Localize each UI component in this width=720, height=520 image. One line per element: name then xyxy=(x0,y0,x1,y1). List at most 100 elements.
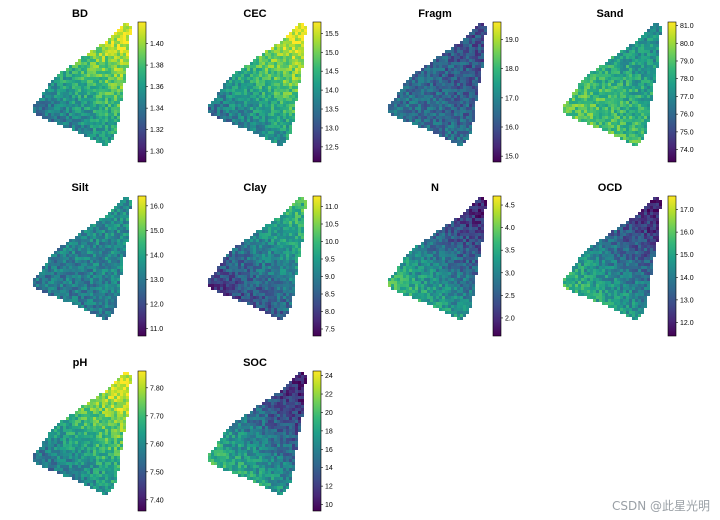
raster-cell xyxy=(117,80,120,83)
raster-cell xyxy=(39,113,42,116)
raster-cell xyxy=(445,92,448,95)
raster-cell xyxy=(448,233,451,236)
raster-cell xyxy=(271,314,274,317)
raster-cell xyxy=(93,227,96,230)
raster-cell xyxy=(418,257,421,260)
raster-cell xyxy=(117,32,120,35)
raster-cell xyxy=(111,110,114,113)
raster-cell xyxy=(289,131,292,134)
raster-cell xyxy=(253,272,256,275)
raster-cell xyxy=(418,269,421,272)
raster-cell xyxy=(418,104,421,107)
raster-cell xyxy=(87,299,90,302)
raster-cell xyxy=(451,236,454,239)
raster-cell xyxy=(241,98,244,101)
raster-cell xyxy=(424,257,427,260)
raster-cell xyxy=(274,314,277,317)
raster-cell xyxy=(439,71,442,74)
raster-cell xyxy=(298,29,301,32)
raster-cell xyxy=(629,119,632,122)
raster-cell xyxy=(105,125,108,128)
raster-cell xyxy=(220,110,223,113)
raster-cell xyxy=(93,71,96,74)
raster-cell xyxy=(220,269,223,272)
raster-cell xyxy=(403,104,406,107)
raster-cell xyxy=(120,80,123,83)
raster-cell xyxy=(84,278,87,281)
raster-cell xyxy=(105,305,108,308)
raster-cell xyxy=(626,59,629,62)
raster-cell xyxy=(457,122,460,125)
raster-cell xyxy=(87,230,90,233)
raster-cell xyxy=(472,236,475,239)
raster-cell xyxy=(412,86,415,89)
raster-cell xyxy=(111,89,114,92)
raster-cell xyxy=(614,101,617,104)
raster-cell xyxy=(274,254,277,257)
raster-cell xyxy=(478,206,481,209)
raster-cell xyxy=(253,284,256,287)
raster-cell xyxy=(466,68,469,71)
raster-cell xyxy=(105,122,108,125)
raster-cell xyxy=(608,98,611,101)
raster-cell xyxy=(253,263,256,266)
raster-cell xyxy=(427,254,430,257)
raster-cell xyxy=(102,140,105,143)
raster-cell xyxy=(292,104,295,107)
raster-cell xyxy=(391,104,394,107)
raster-cell xyxy=(223,278,226,281)
raster-cell xyxy=(223,119,226,122)
raster-cell xyxy=(460,254,463,257)
raster-cell xyxy=(424,101,427,104)
raster-cell xyxy=(605,74,608,77)
raster-cell xyxy=(114,92,117,95)
raster-cell xyxy=(653,80,656,83)
raster-cell xyxy=(253,278,256,281)
raster-cell xyxy=(256,278,259,281)
raster-cell xyxy=(280,56,283,59)
raster-cell xyxy=(51,281,54,284)
raster-cell xyxy=(575,92,578,95)
raster-cell xyxy=(39,110,42,113)
raster-cell xyxy=(295,260,298,263)
raster-cell xyxy=(644,50,647,53)
raster-cell xyxy=(105,233,108,236)
raster-cell xyxy=(602,107,605,110)
raster-cell xyxy=(575,113,578,116)
raster-cell xyxy=(108,311,111,314)
raster-cell xyxy=(93,104,96,107)
raster-cell xyxy=(623,59,626,62)
raster-cell xyxy=(277,311,280,314)
raster-cell xyxy=(280,86,283,89)
raster-cell xyxy=(217,266,220,269)
raster-cell xyxy=(102,290,105,293)
raster-cell xyxy=(93,56,96,59)
raster-cell xyxy=(120,209,123,212)
raster-cell xyxy=(120,26,123,29)
raster-cell xyxy=(475,62,478,65)
raster-cell xyxy=(283,131,286,134)
raster-cell xyxy=(623,137,626,140)
raster-cell xyxy=(292,293,295,296)
raster-cell xyxy=(442,62,445,65)
raster-cell xyxy=(241,107,244,110)
raster-cell xyxy=(102,131,105,134)
raster-cell xyxy=(644,74,647,77)
raster-cell xyxy=(93,137,96,140)
raster-cell xyxy=(99,251,102,254)
raster-cell xyxy=(448,53,451,56)
raster-cell xyxy=(430,248,433,251)
raster-cell xyxy=(229,113,232,116)
raster-cell xyxy=(409,86,412,89)
raster-cell xyxy=(57,290,60,293)
raster-cell xyxy=(262,62,265,65)
raster-cell xyxy=(292,95,295,98)
raster-cell xyxy=(397,275,400,278)
raster-cell xyxy=(220,284,223,287)
raster-cell xyxy=(445,68,448,71)
raster-cell xyxy=(102,257,105,260)
raster-cell xyxy=(72,272,75,275)
raster-cell xyxy=(66,248,69,251)
raster-cell xyxy=(84,251,87,254)
raster-cell xyxy=(123,215,126,218)
